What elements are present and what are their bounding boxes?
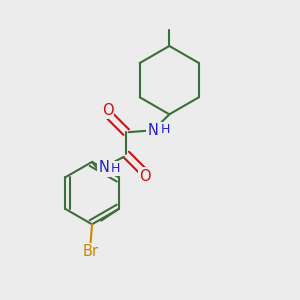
Text: N: N xyxy=(98,160,110,175)
Text: O: O xyxy=(139,169,151,184)
Text: Br: Br xyxy=(82,244,99,260)
Text: H: H xyxy=(110,162,120,175)
Text: H: H xyxy=(161,123,170,136)
Text: O: O xyxy=(102,103,113,118)
Text: N: N xyxy=(148,123,158,138)
